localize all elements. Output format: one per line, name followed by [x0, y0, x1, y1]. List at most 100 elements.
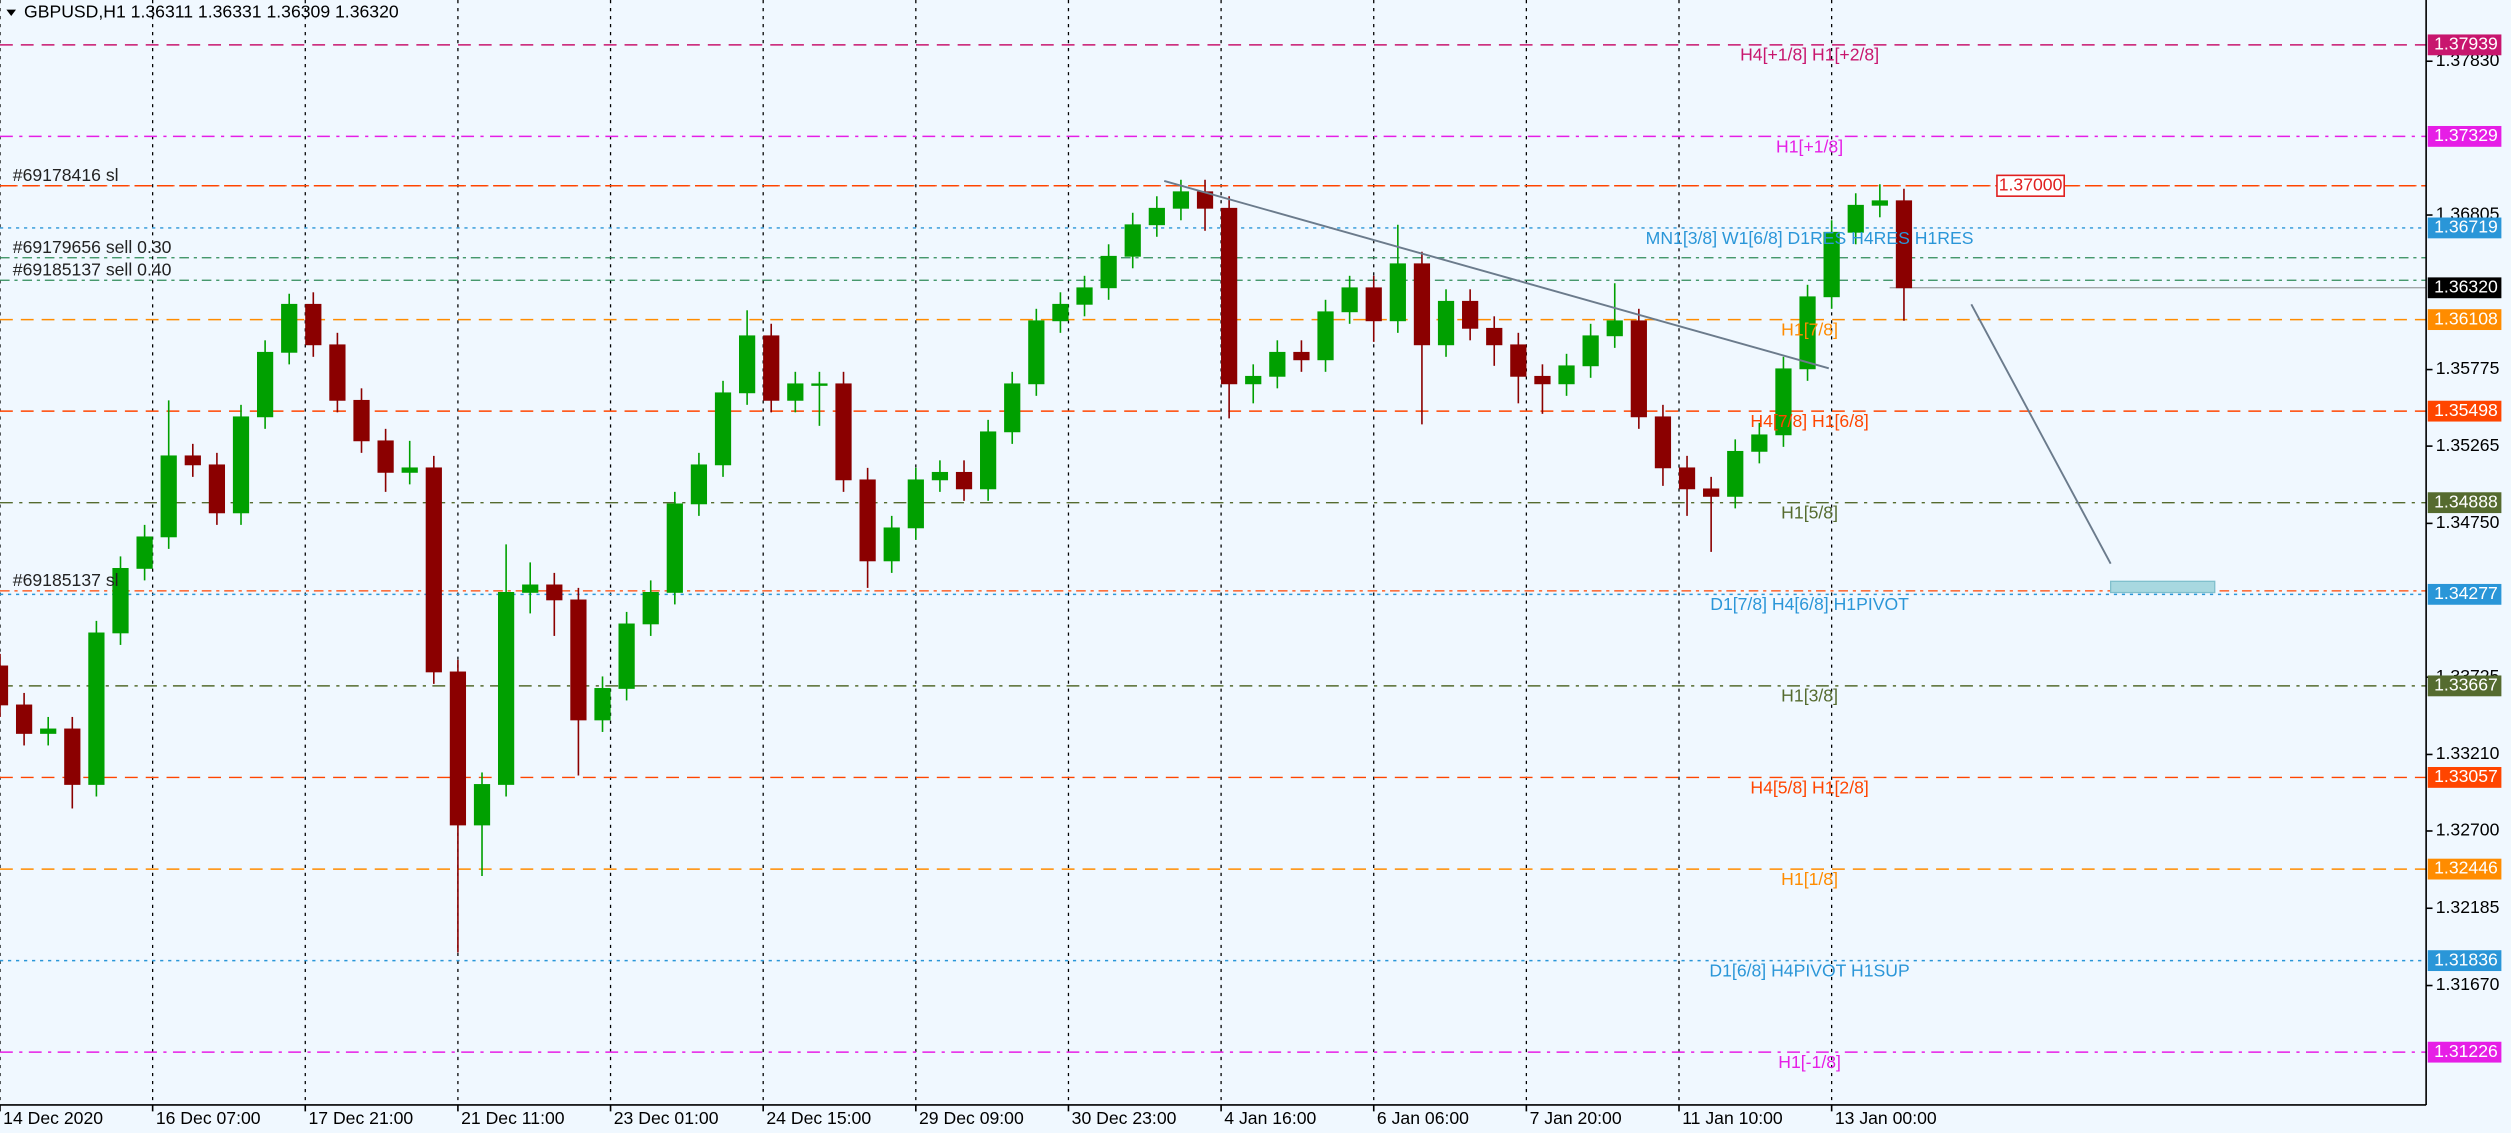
- candle-body: [1847, 204, 1864, 233]
- level-price-box: [2427, 309, 2502, 331]
- candle-body: [473, 784, 491, 826]
- candle-body: [1727, 450, 1744, 497]
- alert-label: 1.37000: [1999, 174, 2063, 194]
- candle-body: [1293, 351, 1310, 361]
- level-price-box: [2427, 583, 2502, 605]
- candle-body: [1510, 344, 1527, 377]
- level-name: H1[7/8]: [1781, 319, 1838, 339]
- candle-body: [1895, 200, 1913, 289]
- level-price-box: [2427, 767, 2502, 788]
- x-tick-label: 21 Dec 11:00: [461, 1108, 565, 1128]
- level-price-label: 1.33057: [2434, 766, 2498, 786]
- candle-body: [883, 527, 900, 562]
- candle-body: [497, 592, 515, 785]
- order-label: #69179656 sell 0.30: [13, 237, 172, 257]
- candle-body: [1124, 224, 1141, 257]
- chart-title: GBPUSD,H1 1.36311 1.36331 1.36309 1.3632…: [24, 1, 399, 21]
- level-price-label: 1.36719: [2434, 217, 2498, 237]
- order-label: #69185137 sell 0.40: [13, 259, 172, 279]
- menu-arrow[interactable]: [6, 9, 17, 17]
- candle-body: [1341, 287, 1358, 313]
- y-tick-label: 1.34750: [2436, 512, 2500, 532]
- candle-body: [1534, 375, 1551, 385]
- candle-body: [0, 665, 9, 706]
- candle-body: [1799, 296, 1816, 370]
- candle-body: [1606, 320, 1623, 337]
- level-price-label: 1.31836: [2434, 949, 2498, 969]
- candle-body: [1630, 320, 1647, 418]
- candle-body: [787, 383, 804, 401]
- candle-body: [40, 728, 57, 734]
- level-name: H1[1/8]: [1781, 869, 1838, 889]
- candle-body: [1148, 207, 1165, 226]
- label-layer: 14 Dec 2020 16 Dec 07:00 17 Dec 21:00 21 De…: [3, 34, 2502, 1128]
- candle-body: [1004, 383, 1021, 433]
- level-price-box: [2427, 217, 2502, 239]
- x-tick-label: 17 Dec 21:00: [308, 1108, 413, 1128]
- order-label: #69185137 sl: [13, 570, 119, 590]
- candle-body: [1076, 287, 1093, 305]
- level-price-label: 1.33667: [2434, 675, 2498, 695]
- x-tick-label: 24 Dec 15:00: [766, 1108, 871, 1128]
- level-price-box: [2427, 675, 2502, 697]
- current-price-box: [2427, 277, 2502, 299]
- candle-body: [1823, 231, 1840, 298]
- candle-body: [1558, 365, 1575, 385]
- candle-body: [1751, 434, 1768, 452]
- candle-body: [642, 592, 659, 625]
- candle-body: [1269, 351, 1286, 377]
- level-price-label: 1.36108: [2434, 308, 2498, 328]
- level-price-box: [2427, 950, 2502, 972]
- candle-body: [811, 383, 828, 386]
- alert-box: [1996, 174, 2066, 197]
- x-tick-label: 13 Jan 00:00: [1835, 1108, 1937, 1128]
- y-tick-label: 1.31670: [2436, 974, 2500, 994]
- order-label: #69178416 sl: [13, 165, 119, 185]
- candle-body: [835, 383, 852, 481]
- candle-body: [907, 479, 924, 529]
- candle-body: [305, 303, 322, 346]
- level-price-label: 1.35498: [2434, 400, 2498, 420]
- candle-body: [546, 584, 563, 601]
- candle-body: [714, 392, 732, 466]
- candle-layer: [0, 179, 1913, 953]
- candle-body: [88, 632, 105, 785]
- candle-body: [1486, 327, 1503, 346]
- candle-body: [1245, 375, 1262, 385]
- candle-body: [112, 567, 129, 634]
- candle-body: [160, 455, 177, 538]
- candle-body: [184, 455, 201, 466]
- candle-body: [1871, 200, 1888, 206]
- candle-body: [1221, 207, 1238, 385]
- y-tick-label: 1.32700: [2436, 820, 2500, 840]
- level-price-label: 1.34277: [2434, 583, 2498, 603]
- level-price-label: 1.37939: [2434, 34, 2498, 54]
- x-tick-label: 23 Dec 01:00: [614, 1108, 719, 1128]
- y-tick-label: 1.33210: [2436, 743, 2500, 763]
- candle-body: [1317, 311, 1334, 361]
- candle-body: [449, 671, 467, 826]
- level-name: MN1[3/8] W1[6/8] D1RES H4RES H1RES: [1646, 228, 1974, 248]
- level-price-label: 1.34888: [2434, 491, 2498, 511]
- candle-body: [1052, 303, 1069, 322]
- target-zone: [2110, 580, 2216, 594]
- level-price-box: [2427, 492, 2502, 514]
- projection-line: [1970, 303, 2112, 565]
- candle-body: [570, 599, 587, 721]
- candle-body: [353, 399, 370, 442]
- level-name: D1[7/8] H4[6/8] H1PIVOT: [1710, 594, 1909, 614]
- x-tick-label: 4 Jan 16:00: [1224, 1108, 1316, 1128]
- x-tick-label: 6 Jan 06:00: [1377, 1108, 1469, 1128]
- x-tick-label: 11 Jan 10:00: [1682, 1108, 1783, 1128]
- candle-body: [739, 335, 756, 394]
- level-name: H4[5/8] H1[2/8]: [1750, 777, 1868, 797]
- y-tick-label: 1.35775: [2436, 358, 2500, 378]
- candle-body: [1654, 416, 1672, 469]
- candle-body: [425, 467, 442, 673]
- candle-body: [377, 440, 394, 473]
- candle-body: [15, 704, 33, 734]
- level-name: H1[5/8]: [1781, 503, 1838, 523]
- candle-body: [1775, 368, 1792, 436]
